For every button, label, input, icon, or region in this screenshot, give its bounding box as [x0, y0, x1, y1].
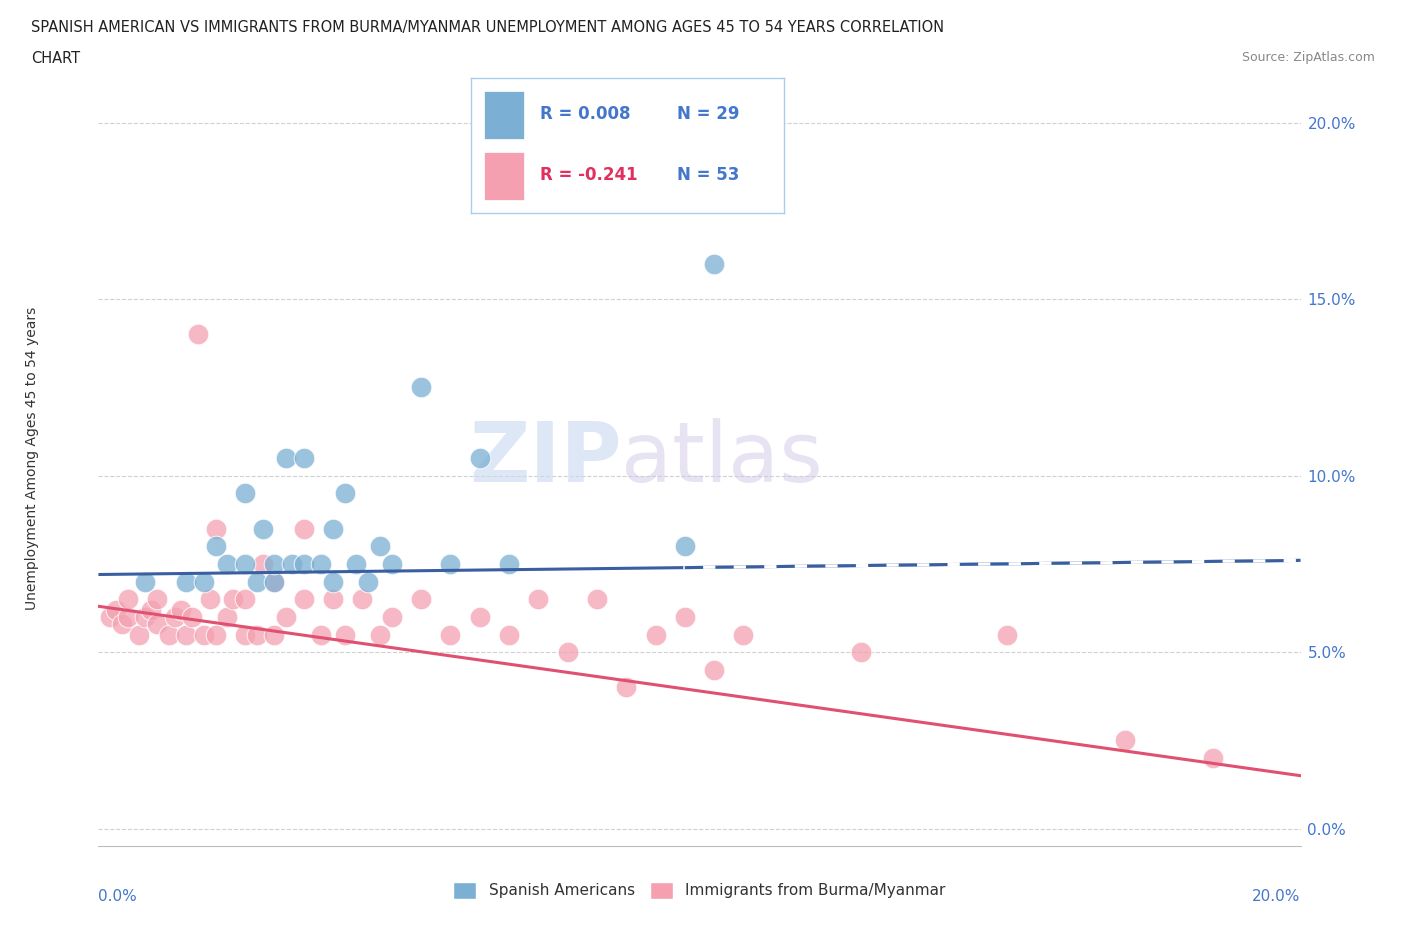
Point — [368, 627, 391, 642]
Point — [292, 591, 315, 606]
Point — [157, 627, 180, 642]
Point — [468, 451, 491, 466]
Point — [169, 603, 191, 618]
Text: SPANISH AMERICAN VS IMMIGRANTS FROM BURMA/MYANMAR UNEMPLOYMENT AMONG AGES 45 TO : SPANISH AMERICAN VS IMMIGRANTS FROM BURM… — [31, 20, 943, 35]
Point — [703, 662, 725, 677]
Point — [346, 556, 368, 571]
Point — [995, 627, 1018, 642]
Point — [409, 380, 432, 395]
Point — [274, 609, 297, 624]
Point — [181, 609, 204, 624]
Point — [134, 574, 156, 589]
Point — [381, 609, 404, 624]
Point — [117, 609, 139, 624]
Point — [322, 574, 344, 589]
Point — [198, 591, 221, 606]
Point — [233, 556, 256, 571]
Point — [292, 521, 315, 536]
Point — [134, 609, 156, 624]
Point — [673, 538, 696, 553]
Point — [322, 521, 344, 536]
Text: atlas: atlas — [621, 418, 823, 498]
Point — [322, 591, 344, 606]
Point — [204, 521, 226, 536]
Point — [233, 485, 256, 500]
Point — [246, 627, 269, 642]
Point — [111, 617, 134, 631]
Point — [105, 603, 128, 618]
Point — [849, 644, 872, 659]
Point — [233, 627, 256, 642]
Point — [141, 603, 163, 618]
Point — [352, 591, 374, 606]
Point — [468, 609, 491, 624]
Text: 0.0%: 0.0% — [98, 889, 138, 904]
Point — [733, 627, 755, 642]
Point — [409, 591, 432, 606]
Point — [204, 627, 226, 642]
Point — [217, 609, 239, 624]
Text: Source: ZipAtlas.com: Source: ZipAtlas.com — [1241, 51, 1375, 64]
Point — [263, 627, 285, 642]
Point — [381, 556, 404, 571]
Point — [333, 627, 356, 642]
Point — [292, 556, 315, 571]
Point — [193, 574, 215, 589]
Point — [274, 451, 297, 466]
Point — [263, 574, 285, 589]
Point — [673, 609, 696, 624]
Point — [204, 538, 226, 553]
Point — [117, 591, 139, 606]
Point — [614, 680, 637, 695]
Point — [703, 257, 725, 272]
Point — [176, 574, 198, 589]
Point — [146, 617, 169, 631]
Point — [233, 591, 256, 606]
Text: Unemployment Among Ages 45 to 54 years: Unemployment Among Ages 45 to 54 years — [25, 306, 39, 610]
Point — [187, 327, 209, 342]
Point — [252, 556, 274, 571]
Point — [163, 609, 186, 624]
Point — [498, 627, 520, 642]
Point — [586, 591, 609, 606]
Point — [439, 556, 461, 571]
Point — [498, 556, 520, 571]
Point — [176, 627, 198, 642]
Point — [527, 591, 550, 606]
Point — [1201, 751, 1223, 765]
Point — [357, 574, 380, 589]
Point — [281, 556, 304, 571]
Point — [252, 521, 274, 536]
Point — [309, 556, 332, 571]
Point — [128, 627, 150, 642]
Point — [193, 627, 215, 642]
Text: CHART: CHART — [31, 51, 80, 66]
Point — [309, 627, 332, 642]
Text: ZIP: ZIP — [468, 418, 621, 498]
Point — [263, 556, 285, 571]
Point — [1114, 733, 1136, 748]
Point — [98, 609, 121, 624]
Point — [439, 627, 461, 642]
Point — [246, 574, 269, 589]
Point — [263, 574, 285, 589]
Point — [333, 485, 356, 500]
Point — [222, 591, 245, 606]
Legend: Spanish Americans, Immigrants from Burma/Myanmar: Spanish Americans, Immigrants from Burma… — [447, 876, 952, 905]
Point — [217, 556, 239, 571]
Point — [146, 591, 169, 606]
Point — [368, 538, 391, 553]
Point — [644, 627, 666, 642]
Text: 20.0%: 20.0% — [1253, 889, 1301, 904]
Point — [557, 644, 579, 659]
Point — [292, 451, 315, 466]
